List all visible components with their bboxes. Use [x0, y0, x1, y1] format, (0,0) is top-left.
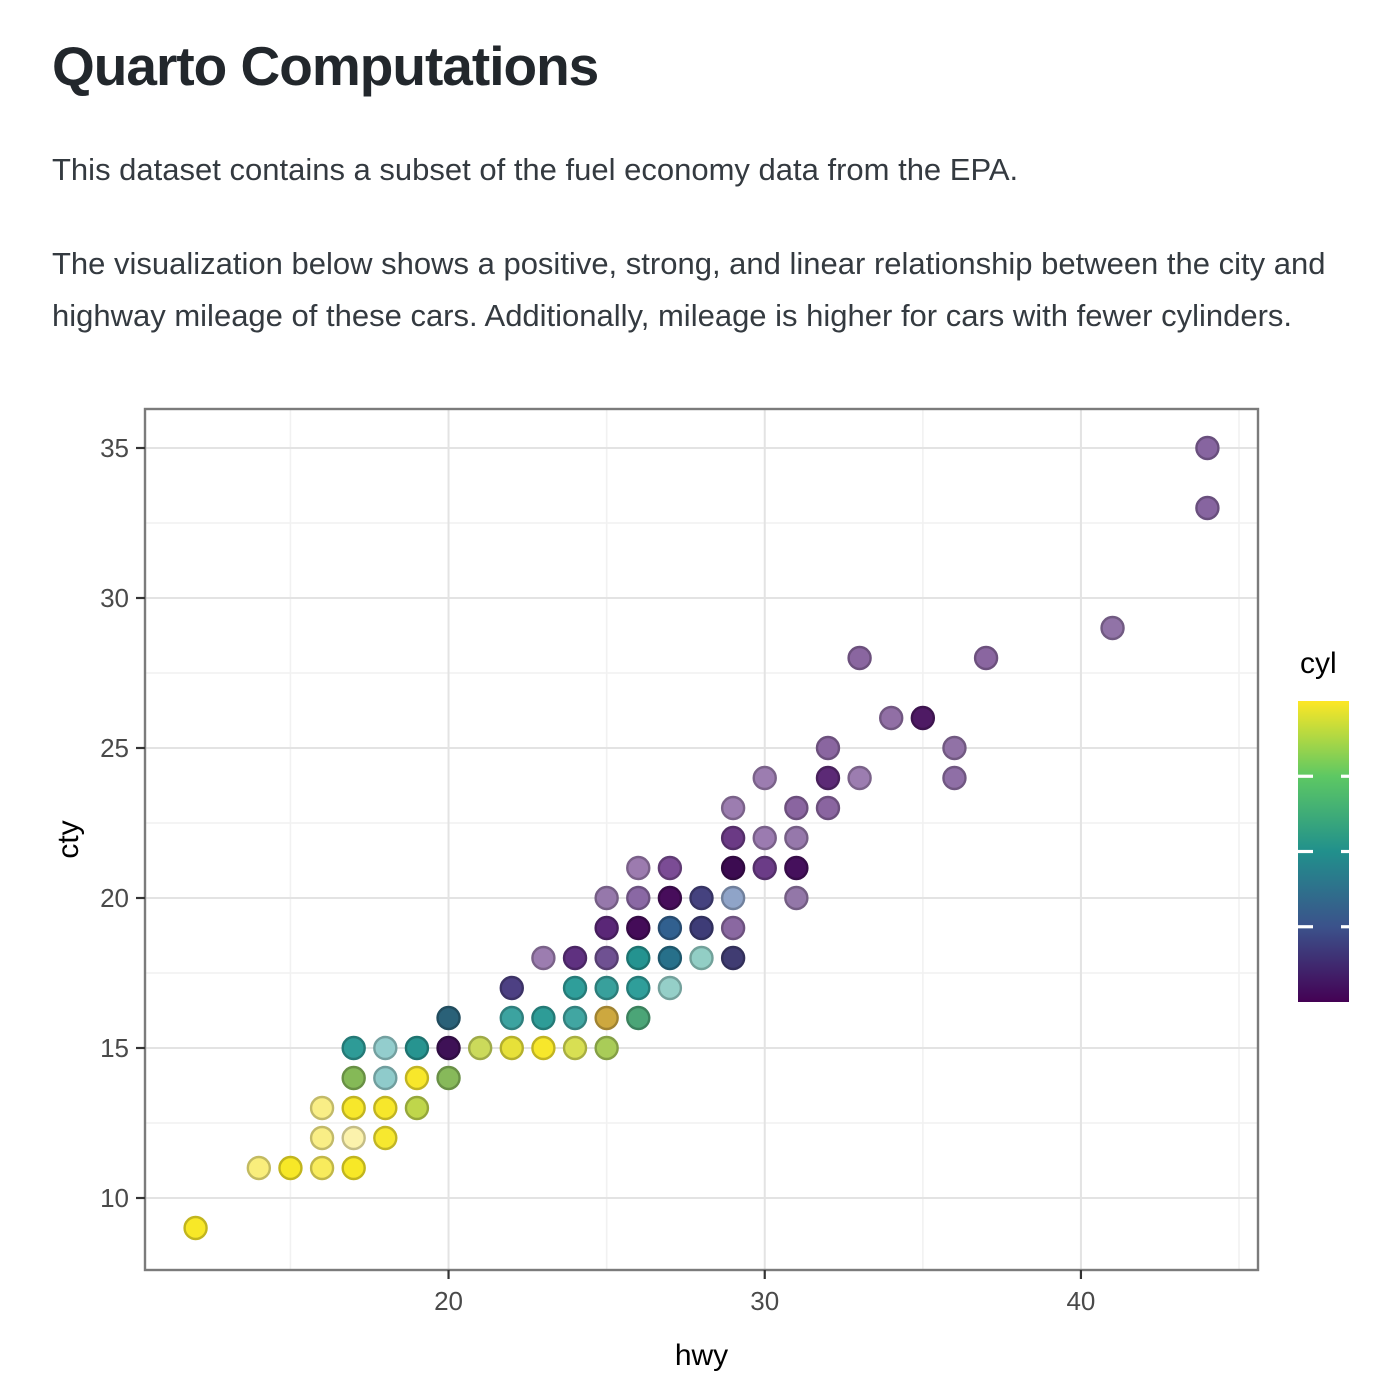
data-point — [784, 826, 809, 851]
data-point — [341, 1036, 366, 1061]
legend-title: cyl — [1300, 647, 1337, 680]
data-point — [626, 1006, 651, 1031]
figure: 20 30 40 10 15 20 25 30 35 hwy cty cyl — [0, 384, 1400, 1389]
data-point — [1195, 496, 1220, 521]
data-point — [847, 646, 872, 671]
data-point — [689, 886, 714, 911]
data-point — [309, 1126, 335, 1151]
data-point — [720, 946, 746, 971]
data-point — [626, 886, 651, 911]
description-paragraph: The visualization below shows a positive… — [52, 246, 1326, 334]
data-point — [689, 946, 714, 971]
document: Quarto Computations This dataset contain… — [0, 0, 1400, 342]
data-point — [183, 1216, 208, 1241]
data-point — [341, 1066, 366, 1091]
data-point — [341, 1126, 366, 1151]
intro-paragraph: This dataset contains a subset of the fu… — [52, 152, 1019, 187]
data-point — [594, 1006, 619, 1031]
data-point — [594, 976, 619, 1001]
data-point — [499, 1036, 524, 1061]
data-point — [942, 736, 967, 761]
data-point — [847, 766, 872, 791]
data-point — [657, 976, 683, 1001]
data-point — [752, 826, 777, 851]
data-point — [562, 1006, 588, 1031]
scatter-plot: 20 30 40 10 15 20 25 30 35 hwy cty cyl — [52, 408, 1349, 1372]
data-point — [626, 856, 651, 881]
data-point — [910, 706, 936, 731]
data-point — [594, 1036, 619, 1061]
data-point — [594, 946, 619, 971]
data-point — [657, 916, 683, 941]
data-point — [373, 1096, 398, 1121]
data-point — [942, 766, 967, 791]
data-point — [309, 1096, 335, 1121]
y-tick-label: 30 — [100, 583, 129, 613]
data-point — [404, 1036, 430, 1061]
data-point — [436, 1036, 461, 1061]
data-point — [689, 916, 714, 941]
data-point — [594, 886, 619, 911]
x-tick-label: 40 — [1066, 1286, 1095, 1316]
data-point — [784, 796, 809, 821]
data-point — [657, 856, 683, 881]
data-point — [720, 916, 746, 941]
data-point — [815, 796, 841, 821]
data-point — [879, 706, 904, 731]
data-point — [404, 1096, 430, 1121]
data-point — [657, 886, 683, 911]
y-tick-label: 10 — [100, 1183, 129, 1213]
x-tick-label: 20 — [434, 1286, 463, 1316]
data-point — [720, 796, 746, 821]
x-axis-label: hwy — [675, 1339, 728, 1372]
data-point — [499, 976, 524, 1001]
data-point — [562, 946, 588, 971]
data-point — [1195, 436, 1220, 461]
data-point — [562, 1036, 588, 1061]
data-point — [752, 766, 777, 791]
x-tick-label: 30 — [750, 1286, 779, 1316]
data-point — [752, 856, 777, 881]
data-point — [626, 976, 651, 1001]
data-point — [531, 1036, 556, 1061]
data-point — [404, 1066, 430, 1091]
data-point — [626, 916, 651, 941]
data-point — [246, 1156, 272, 1181]
data-point — [436, 1066, 461, 1091]
data-point — [373, 1066, 398, 1091]
data-point — [531, 946, 556, 971]
data-point — [341, 1156, 366, 1181]
y-axis-label: cty — [52, 821, 85, 859]
data-point — [784, 886, 809, 911]
data-point — [499, 1006, 524, 1031]
data-point — [1100, 616, 1125, 641]
y-tick-label: 20 — [100, 883, 129, 913]
panel-border — [143, 408, 1260, 1272]
data-point — [531, 1006, 556, 1031]
data-point — [784, 856, 809, 881]
data-point — [815, 766, 841, 791]
page-title: Quarto Computations — [52, 35, 599, 97]
data-point — [594, 916, 619, 941]
data-point — [341, 1096, 366, 1121]
data-point — [436, 1006, 461, 1031]
data-point — [309, 1156, 335, 1181]
data-point — [278, 1156, 303, 1181]
y-tick-label: 35 — [100, 433, 129, 463]
data-point — [626, 946, 651, 971]
data-point — [373, 1126, 398, 1151]
y-tick-label: 15 — [100, 1033, 129, 1063]
plot-panel — [145, 409, 1258, 1271]
data-point — [720, 856, 746, 881]
data-point — [562, 976, 588, 1001]
y-tick-label: 25 — [100, 733, 129, 763]
data-point — [815, 736, 841, 761]
data-point — [373, 1036, 398, 1061]
data-point — [973, 646, 999, 671]
data-point — [657, 946, 683, 971]
data-point — [467, 1036, 493, 1061]
data-point — [720, 826, 746, 851]
data-point — [720, 886, 746, 911]
